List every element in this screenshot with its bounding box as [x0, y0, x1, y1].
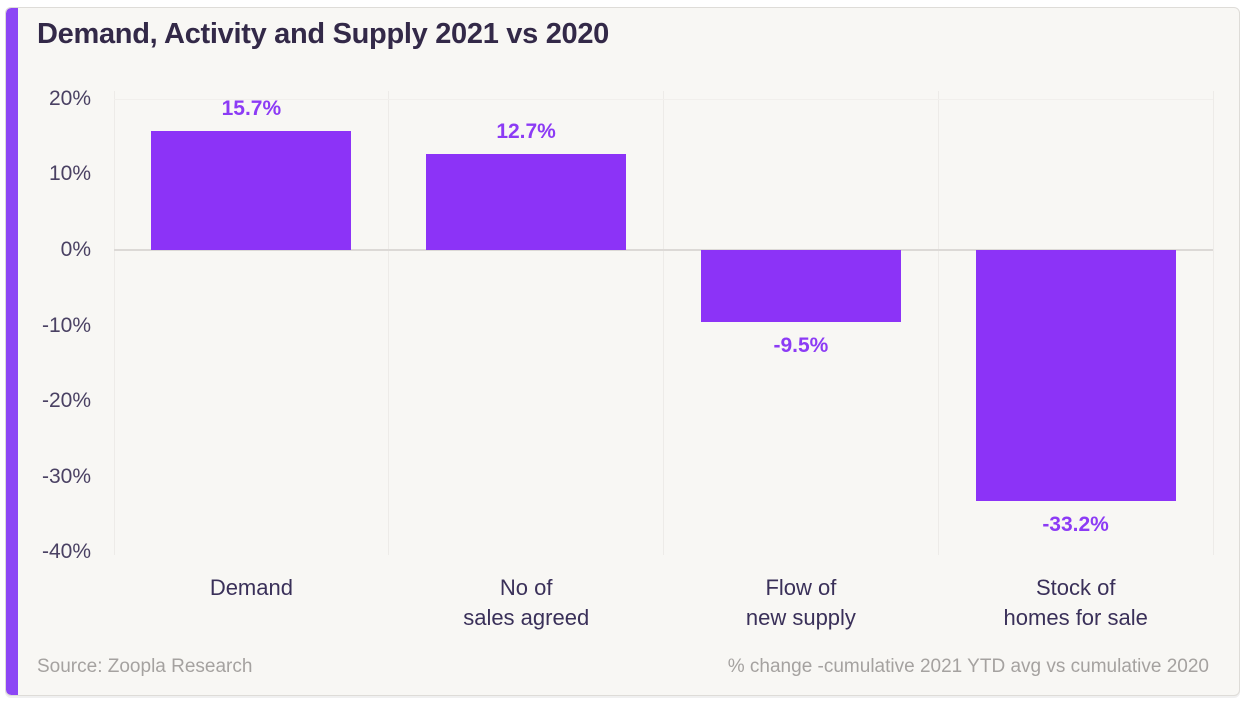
accent-stripe — [6, 8, 18, 695]
bar-no-of-sales-agreed — [426, 154, 627, 250]
gridline-vertical — [663, 91, 664, 555]
chart-title: Demand, Activity and Supply 2021 vs 2020 — [37, 18, 610, 50]
footnote: % change -cumulative 2021 YTD avg vs cum… — [727, 656, 1209, 677]
y-tick-label: 10% — [48, 162, 91, 186]
bar-value-label: -33.2% — [1042, 513, 1109, 536]
gridline-vertical — [1212, 91, 1214, 555]
zero-axis-line — [114, 249, 1213, 251]
y-tick-label: -40% — [41, 540, 91, 564]
bar-value-label: -9.5% — [773, 333, 829, 357]
category-label-flow-of-new-supply: Flow of new supply — [745, 575, 856, 630]
gridline-vertical — [937, 91, 939, 555]
bar-value-label: 12.7% — [496, 120, 556, 143]
category-label-stock-of-homes-for-sale: Stock of homes for sale — [1003, 575, 1148, 630]
bar-stock-of-homes-for-sale — [975, 250, 1176, 501]
y-tick-label: -10% — [41, 313, 91, 337]
bar-flow-of-new-supply — [700, 250, 901, 322]
gridline-top — [114, 98, 1213, 100]
gridline-vertical — [113, 91, 115, 555]
category-label-demand: Demand — [209, 575, 293, 600]
y-tick-label: 0% — [60, 238, 91, 261]
source-note: Source: Zoopla Research — [37, 656, 253, 677]
category-label-no-of-sales-agreed: No of sales agreed — [463, 575, 590, 630]
y-tick-label: -30% — [41, 464, 91, 488]
bar-demand — [151, 131, 352, 250]
y-tick-label: -20% — [41, 389, 91, 413]
chart-card: Demand, Activity and Supply 2021 vs 2020… — [5, 7, 1240, 696]
bar-value-label: 15.7% — [221, 97, 282, 121]
y-tick-label: 20% — [48, 86, 91, 110]
gridline-vertical — [388, 91, 390, 555]
